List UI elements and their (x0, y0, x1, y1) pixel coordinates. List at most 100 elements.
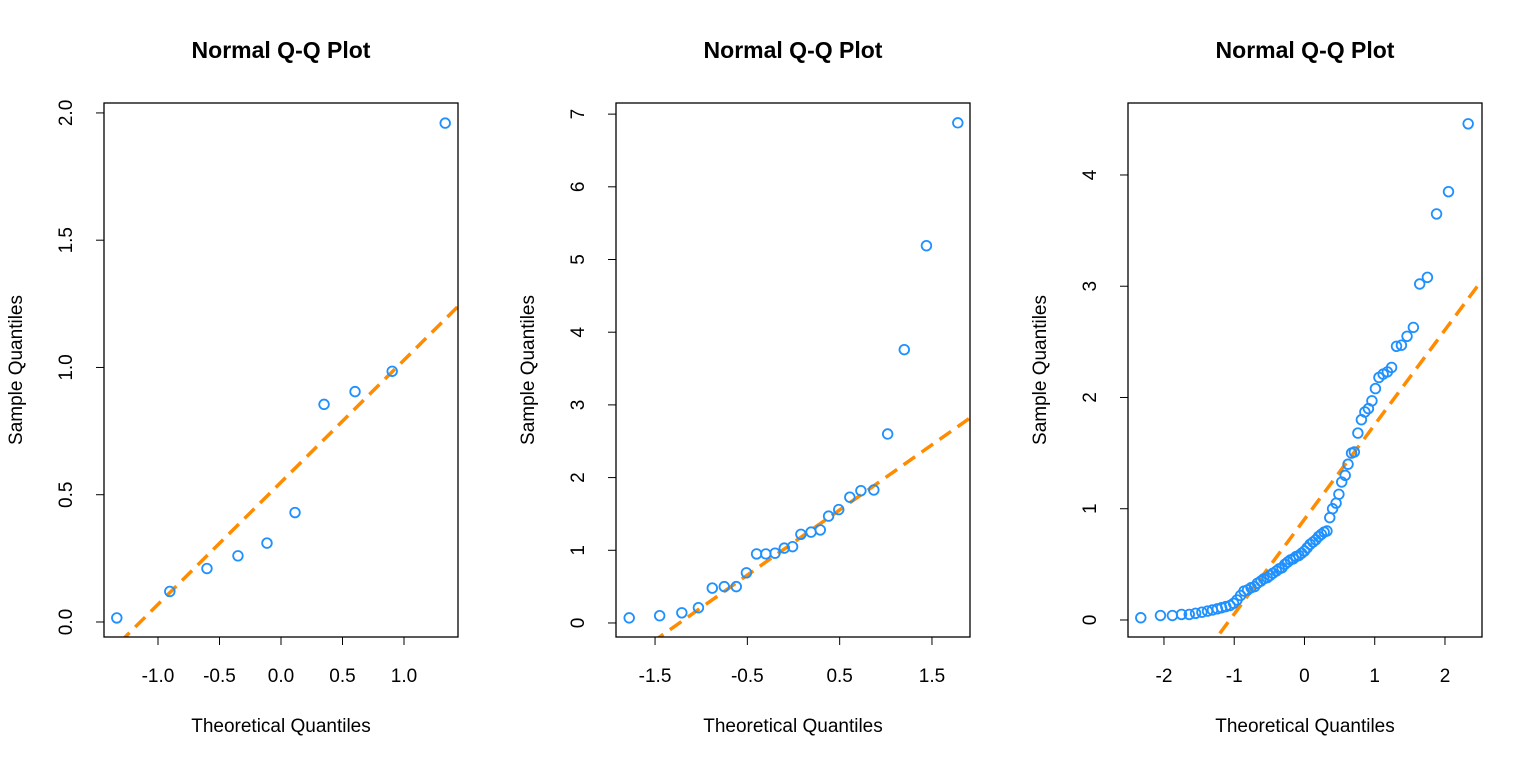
point (1348, 446, 1361, 458)
x-tick-label: -1.5 (639, 666, 672, 687)
point (439, 117, 451, 129)
point (1333, 488, 1345, 500)
point (1421, 271, 1434, 284)
reference-line (656, 416, 970, 637)
point (1326, 503, 1339, 515)
x-axis-label: Theoretical Quantiles (191, 716, 371, 737)
point (1366, 395, 1378, 407)
point (1196, 606, 1208, 618)
point (898, 343, 910, 356)
x-tick-label: 0.5 (329, 666, 355, 687)
y-axis-label: Sample Quantiles (6, 295, 27, 445)
point (164, 585, 176, 598)
x-tick-label: 2 (1440, 666, 1451, 687)
point (844, 491, 856, 503)
point (676, 607, 688, 619)
y-tick-label: 1 (1080, 503, 1101, 514)
point (111, 612, 123, 624)
point (1352, 427, 1364, 439)
x-tick-label: -1.0 (142, 666, 175, 687)
point (1407, 321, 1420, 334)
point (1298, 545, 1311, 557)
point (1183, 608, 1195, 621)
y-tick-label: 5 (568, 254, 589, 265)
point (349, 385, 361, 398)
plot-frame (1127, 102, 1483, 638)
point (1287, 553, 1299, 565)
point (1135, 612, 1147, 624)
point (760, 548, 772, 560)
y-tick-label: 3 (1080, 281, 1101, 292)
point (1321, 525, 1333, 537)
y-tick-label: 1.5 (56, 227, 77, 253)
point (1385, 361, 1398, 374)
point (833, 503, 845, 516)
point (740, 567, 753, 579)
point (769, 547, 781, 559)
y-tick-label: 6 (568, 182, 589, 193)
y-axis-label: Sample Quantiles (1030, 295, 1051, 445)
chart-title: Normal Q-Q Plot (1216, 37, 1395, 63)
point (1248, 580, 1261, 593)
point (718, 580, 730, 593)
point (1395, 339, 1408, 351)
point (706, 582, 718, 594)
x-tick-label: 0.0 (268, 666, 294, 687)
panel: Normal Q-Q Plot Theoretical Quantiles Samp… (6, 37, 459, 737)
point (1413, 278, 1426, 290)
x-tick-label: -0.5 (203, 666, 236, 687)
y-tick-label: 0.5 (56, 482, 77, 508)
point (881, 428, 894, 440)
point (261, 537, 273, 549)
point (1315, 528, 1328, 541)
chart-title: Normal Q-Q Plot (704, 37, 883, 63)
y-tick-label: 2 (568, 472, 589, 483)
point (1339, 469, 1351, 482)
point (1430, 208, 1443, 220)
point (1342, 458, 1354, 470)
x-tick-label: -0.5 (731, 666, 764, 687)
x-tick-label: 0.5 (826, 666, 852, 687)
point (1369, 382, 1382, 395)
y-tick-label: 3 (568, 400, 589, 411)
y-tick-label: 0 (1080, 615, 1101, 626)
point (1227, 597, 1240, 609)
plot-frame (615, 102, 971, 638)
y-tick-label: 0.0 (56, 609, 77, 635)
point (730, 580, 742, 593)
point (814, 524, 826, 536)
point (653, 610, 666, 622)
point (692, 602, 705, 614)
x-axis-label: Theoretical Quantiles (1215, 716, 1395, 737)
point (232, 550, 244, 562)
y-axis-label: Sample Quantiles (518, 295, 539, 445)
x-tick-label: -2 (1156, 666, 1173, 687)
y-tick-label: 1.0 (56, 354, 77, 380)
point (1154, 609, 1167, 622)
x-tick-label: 1.5 (919, 666, 945, 687)
point (1175, 608, 1188, 621)
point (1401, 330, 1413, 342)
point (795, 528, 807, 540)
point (386, 365, 398, 377)
x-tick-label: 0 (1299, 666, 1310, 687)
point (1270, 565, 1283, 577)
y-tick-label: 2.0 (56, 100, 77, 126)
point (1442, 185, 1455, 198)
point (805, 526, 817, 538)
point (1255, 575, 1267, 587)
x-tick-label: 1.0 (391, 666, 417, 687)
y-tick-label: 4 (1080, 169, 1101, 180)
point (289, 506, 301, 519)
y-tick-label: 2 (1080, 392, 1101, 403)
reference-line (1214, 279, 1482, 637)
point (1336, 476, 1348, 488)
chart-title: Normal Q-Q Plot (192, 37, 371, 63)
point (623, 612, 635, 624)
point (868, 484, 880, 496)
x-tick-label: 1 (1369, 666, 1380, 687)
y-tick-label: 7 (568, 109, 589, 120)
x-axis-label: Theoretical Quantiles (703, 716, 883, 737)
y-tick-label: 1 (568, 545, 589, 556)
